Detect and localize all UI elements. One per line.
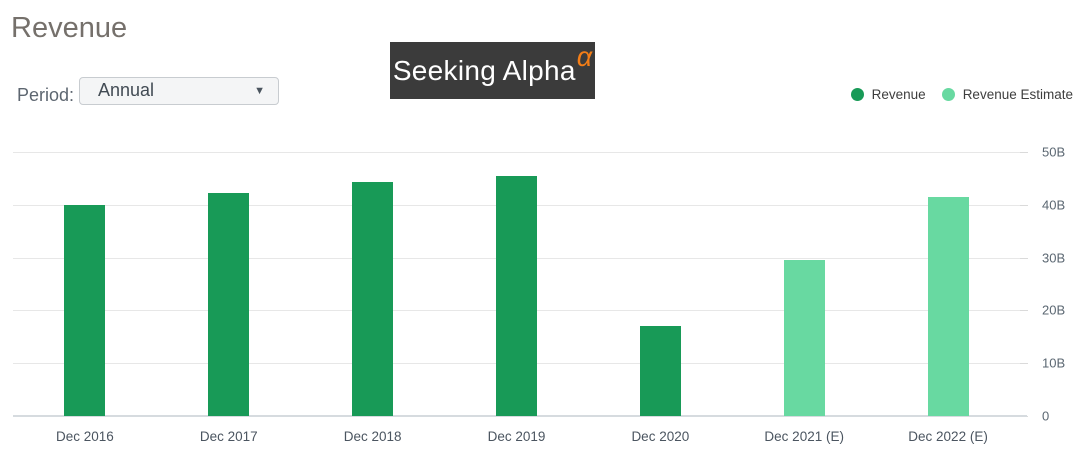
legend-item-revenue-estimate[interactable]: Revenue Estimate [941, 87, 1073, 102]
bar-dec-2018[interactable] [352, 182, 394, 416]
y-axis-label: 50B [1042, 144, 1066, 160]
y-axis-tick [1020, 310, 1028, 312]
period-dropdown-value: Annual [98, 80, 155, 100]
y-axis-label: 30B [1042, 250, 1066, 266]
bar-dec-2021-e[interactable] [783, 259, 825, 416]
chevron-down-icon: ▼ [254, 85, 265, 97]
bar-dec-2020[interactable] [639, 326, 681, 416]
y-axis-tick [1020, 257, 1028, 259]
x-axis-label: Dec 2018 [343, 429, 402, 444]
x-axis-label: Dec 2016 [56, 429, 114, 444]
alpha-icon: α [576, 42, 593, 72]
x-axis-line [13, 415, 1027, 417]
x-axis-label: Dec 2019 [487, 429, 546, 444]
seeking-alpha-logo: Seeking Alpha α [390, 42, 595, 99]
legend-label: Revenue [871, 87, 926, 102]
y-axis-label: 20B [1042, 302, 1066, 318]
x-axis-label: Dec 2017 [199, 429, 258, 444]
legend-item-revenue[interactable]: Revenue [850, 87, 926, 102]
y-axis-tick [1020, 204, 1028, 206]
legend-dot-revenue [850, 88, 864, 101]
y-axis-label: 10B [1042, 355, 1066, 371]
x-axis-label: Dec 2021 (E) [764, 429, 844, 444]
x-axis-label: Dec 2022 (E) [908, 429, 988, 444]
y-axis-label: 40B [1042, 197, 1066, 213]
chart-legend: Revenue Revenue Estimate [850, 87, 1073, 102]
y-axis-tick [1020, 363, 1028, 365]
period-label: Period: [17, 85, 75, 105]
y-axis-tick [1020, 152, 1028, 153]
plot-area: 0 10B 20B 30B 40B 50B Dec 2016 Dec 2017 Dec 2018… [13, 145, 1065, 444]
y-axis-label: 0 [1042, 408, 1050, 424]
x-axis-label: Dec 2020 [631, 429, 690, 444]
bar-dec-2016[interactable] [64, 204, 106, 416]
gridline [13, 152, 1020, 153]
period-dropdown[interactable]: Annual ▼ [79, 77, 279, 105]
page-title: Revenue [11, 12, 128, 44]
legend-label: Revenue Estimate [962, 87, 1073, 102]
seeking-alpha-logo-text: Seeking Alpha [392, 54, 576, 86]
bar-dec-2017[interactable] [208, 193, 250, 416]
bar-dec-2022-e[interactable] [927, 196, 969, 416]
bar-dec-2019[interactable] [496, 175, 537, 416]
legend-dot-revenue-estimate [941, 88, 955, 101]
